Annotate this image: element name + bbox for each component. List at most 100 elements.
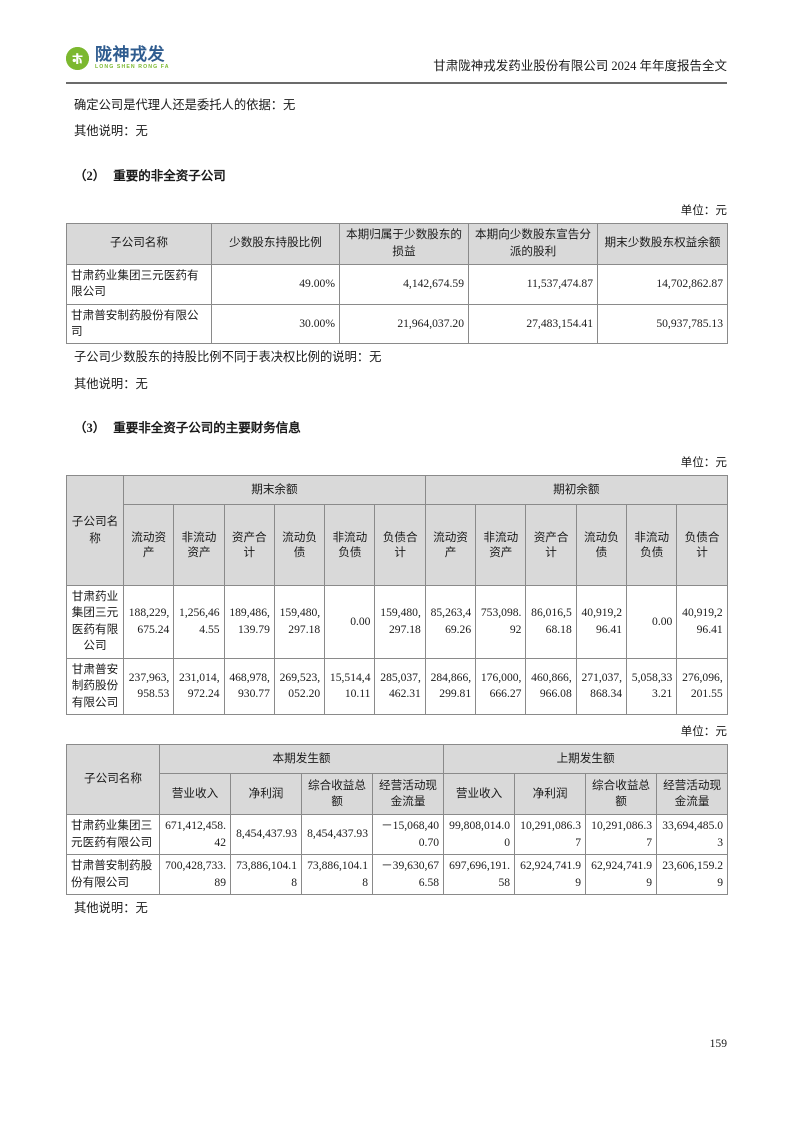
cell-end-current-assets: 188,229,675.24 bbox=[122, 585, 175, 659]
company-logo: 陇神戎发 LONG SHEN RONG FA bbox=[66, 46, 170, 70]
th-group-current-period: 本期发生额 bbox=[158, 744, 445, 775]
cell-previous-net-profit: 62,924,741.99 bbox=[514, 854, 587, 895]
cell-end-total-liabilities: 285,037,462.31 bbox=[374, 657, 426, 716]
th-previous-net-profit: 净利润 bbox=[514, 773, 587, 816]
cell-begin-total-assets: 86,016,568.18 bbox=[525, 585, 577, 659]
th-minority-ratio: 少数股东持股比例 bbox=[211, 222, 340, 265]
th-subsidiary-name: 子公司名称 bbox=[66, 475, 124, 586]
cell-previous-comprehensive-income: 10,291,086.37 bbox=[585, 814, 658, 856]
logo-name-en: LONG SHEN RONG FA bbox=[95, 64, 170, 70]
cell-current-revenue: 700,428,733.89 bbox=[159, 854, 231, 895]
cell-begin-current-assets: 85,263,469.26 bbox=[424, 585, 477, 659]
table-row: 甘肃药业集团三元医药有限公司 49.00% 4,142,674.59 11,53… bbox=[66, 263, 728, 305]
th-minority-dividend: 本期向少数股东宣告分派的股利 bbox=[468, 222, 598, 265]
logo-wordmark: 陇神戎发 LONG SHEN RONG FA bbox=[95, 46, 170, 70]
section-heading-3: （3） 重要非全资子公司的主要财务信息 bbox=[66, 397, 727, 446]
th-current-operating-cash-flow: 经营活动现金流量 bbox=[371, 773, 445, 816]
header-divider bbox=[66, 82, 727, 84]
cell-end-total-liabilities: 159,480,297.18 bbox=[374, 585, 426, 659]
cell-current-comprehensive-income: 73,886,104.18 bbox=[301, 854, 373, 895]
cell-subsidiary-name: 甘肃药业集团三元医药有限公司 bbox=[66, 263, 212, 305]
cell-begin-current-assets: 284,866,299.81 bbox=[424, 657, 477, 716]
th-current-net-profit: 净利润 bbox=[230, 773, 302, 816]
table-row: 甘肃普安制药股份有限公司 700,428,733.89 73,886,104.1… bbox=[66, 854, 729, 895]
cell-end-total-assets: 189,486,139.79 bbox=[223, 585, 275, 659]
th-begin-noncurrent-assets: 非流动资产 bbox=[475, 504, 527, 586]
cell-end-total-assets: 468,978,930.77 bbox=[223, 657, 275, 716]
cell-previous-operating-cash-flow: 33,694,485.03 bbox=[656, 814, 729, 856]
page-header: 陇神戎发 LONG SHEN RONG FA 甘肃陇神戎发药业股份有限公司 20… bbox=[66, 44, 727, 84]
th-begin-noncurrent-liabilities: 非流动负债 bbox=[626, 504, 678, 586]
cell-current-comprehensive-income: 8,454,437.93 bbox=[301, 814, 373, 856]
cell-minority-ratio: 49.00% bbox=[211, 263, 340, 305]
section-number-2: （2） bbox=[74, 168, 106, 183]
table-subheader-row: 流动资产 非流动资产 资产合计 流动负债 非流动负债 负债合计 流动资产 非流动… bbox=[67, 504, 728, 586]
cell-begin-noncurrent-assets: 753,098.92 bbox=[475, 585, 527, 659]
th-end-current-liabilities: 流动负债 bbox=[273, 504, 326, 586]
cell-previous-net-profit: 10,291,086.37 bbox=[514, 814, 587, 856]
cell-previous-revenue: 697,696,191.58 bbox=[443, 854, 516, 895]
cell-end-current-liabilities: 269,523,052.20 bbox=[273, 657, 326, 716]
note-paragraph-2: 其他说明：无 bbox=[74, 376, 148, 391]
note-paragraph-1: 子公司少数股东的持股比例不同于表决权比例的说明：无 bbox=[74, 350, 382, 365]
cell-subsidiary-name: 甘肃普安制药股份有限公司 bbox=[66, 657, 124, 716]
table-header-row: 子公司名称 少数股东持股比例 本期归属于少数股东的损益 本期向少数股东宣告分派的… bbox=[66, 222, 728, 265]
intro-paragraph-2: 其他说明：无 bbox=[74, 124, 148, 139]
th-previous-operating-cash-flow: 经营活动现金流量 bbox=[656, 773, 729, 816]
table-row: 甘肃药业集团三元医药有限公司 188,229,675.24 1,256,464.… bbox=[66, 585, 728, 659]
cell-minority-equity-balance: 50,937,785.13 bbox=[597, 303, 728, 345]
th-begin-current-liabilities: 流动负债 bbox=[575, 504, 628, 586]
th-subsidiary-name: 子公司名称 bbox=[66, 222, 212, 265]
section-title-text-3: 重要非全资子公司的主要财务信息 bbox=[113, 421, 301, 435]
intro-paragraph-1: 确定公司是代理人还是委托人的依据：无 bbox=[74, 98, 296, 112]
cell-previous-revenue: 99,808,014.00 bbox=[443, 814, 516, 856]
cell-begin-total-liabilities: 40,919,296.41 bbox=[676, 585, 728, 659]
th-begin-total-liabilities: 负债合计 bbox=[676, 504, 728, 586]
cell-end-current-liabilities: 159,480,297.18 bbox=[273, 585, 326, 659]
table-row: 甘肃普安制药股份有限公司 237,963,958.53 231,014,972.… bbox=[66, 657, 728, 716]
cell-end-noncurrent-assets: 1,256,464.55 bbox=[173, 585, 225, 659]
report-header-title: 甘肃陇神戎发药业股份有限公司 2024 年年度报告全文 bbox=[433, 59, 727, 73]
cell-previous-operating-cash-flow: 23,606,159.29 bbox=[656, 854, 729, 895]
table-subheader-row: 营业收入 净利润 综合收益总额 经营活动现金流量 营业收入 净利润 综合收益总额… bbox=[67, 773, 729, 816]
cell-subsidiary-name: 甘肃普安制药股份有限公司 bbox=[66, 854, 160, 895]
cell-minority-equity-balance: 14,702,862.87 bbox=[597, 263, 728, 305]
logo-name-cn: 陇神戎发 bbox=[95, 45, 165, 64]
section-heading-2: （2） 重要的非全资子公司 bbox=[66, 145, 727, 194]
th-group-previous-period: 上期发生额 bbox=[443, 744, 729, 775]
table-row: 甘肃普安制药股份有限公司 30.00% 21,964,037.20 27,483… bbox=[66, 303, 728, 345]
cell-current-net-profit: 8,454,437.93 bbox=[230, 814, 302, 856]
table-group-header-row: 子公司名称 本期发生额 上期发生额 bbox=[66, 744, 729, 816]
th-end-noncurrent-assets: 非流动资产 bbox=[173, 504, 225, 586]
cell-end-current-assets: 237,963,958.53 bbox=[122, 657, 175, 716]
minority-interest-table: 子公司名称 少数股东持股比例 本期归属于少数股东的损益 本期向少数股东宣告分派的… bbox=[66, 222, 728, 345]
cell-current-operating-cash-flow: －15,068,400.70 bbox=[371, 814, 445, 856]
th-group-beginning-balance: 期初余额 bbox=[424, 475, 728, 505]
cell-current-net-profit: 73,886,104.18 bbox=[230, 854, 302, 895]
cell-previous-comprehensive-income: 62,924,741.99 bbox=[585, 854, 658, 895]
table-row: 甘肃药业集团三元医药有限公司 671,412,458.42 8,454,437.… bbox=[66, 814, 729, 856]
cell-minority-dividend: 27,483,154.41 bbox=[468, 303, 598, 345]
table-group-header-row: 子公司名称 期末余额 期初余额 bbox=[66, 475, 728, 586]
th-group-ending-balance: 期末余额 bbox=[123, 475, 426, 505]
cell-current-operating-cash-flow: －39,630,676.58 bbox=[371, 854, 445, 895]
th-end-total-liabilities: 负债合计 bbox=[374, 504, 426, 586]
th-begin-total-assets: 资产合计 bbox=[525, 504, 577, 586]
th-minority-profit-loss: 本期归属于少数股东的损益 bbox=[339, 222, 469, 265]
cell-minority-dividend: 11,537,474.87 bbox=[468, 263, 598, 305]
unit-label-table3: 单位：元 bbox=[680, 725, 727, 739]
page-content: 确定公司是代理人还是委托人的依据：无 其他说明：无 （2） 重要的非全资子公司 单… bbox=[66, 92, 729, 921]
cell-current-revenue: 671,412,458.42 bbox=[159, 814, 231, 856]
section-number-3: （3） bbox=[74, 421, 106, 435]
cell-begin-current-liabilities: 40,919,296.41 bbox=[575, 585, 628, 659]
logo-circle-icon bbox=[66, 46, 89, 70]
cell-subsidiary-name: 甘肃普安制药股份有限公司 bbox=[66, 303, 212, 345]
cell-subsidiary-name: 甘肃药业集团三元医药有限公司 bbox=[66, 585, 124, 659]
th-minority-equity-balance: 期末少数股东权益余额 bbox=[597, 222, 728, 265]
cell-end-noncurrent-assets: 231,014,972.24 bbox=[173, 657, 225, 716]
cell-minority-profit-loss: 21,964,037.20 bbox=[339, 303, 469, 345]
cell-end-noncurrent-liabilities: 0.00 bbox=[324, 585, 376, 659]
unit-label-table2: 单位：元 bbox=[680, 456, 727, 469]
cell-begin-total-liabilities: 276,096,201.55 bbox=[676, 657, 728, 716]
cell-minority-profit-loss: 4,142,674.59 bbox=[339, 263, 469, 305]
